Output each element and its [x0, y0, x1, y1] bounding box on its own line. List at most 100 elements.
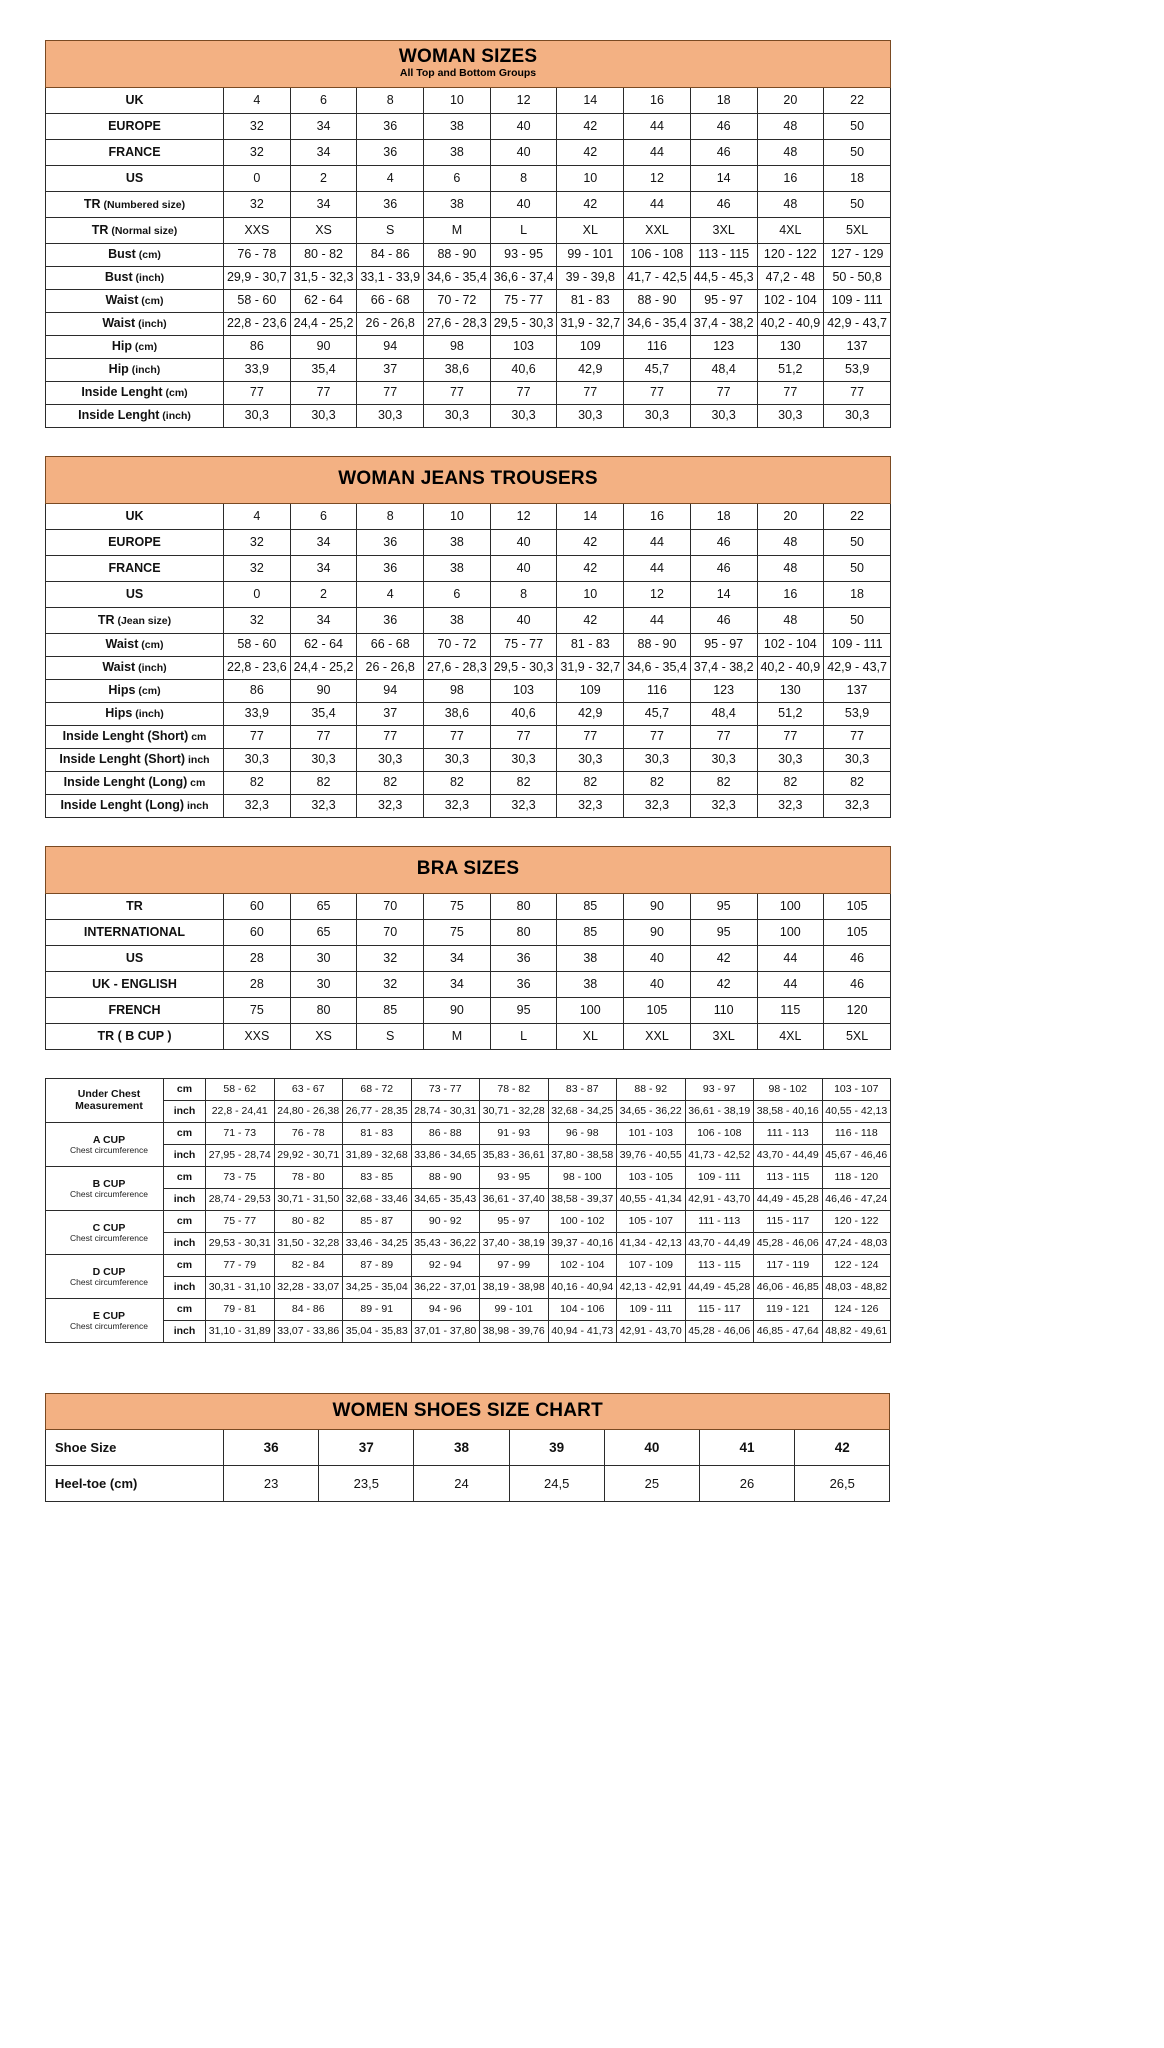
row-label-unit: (cm) [135, 249, 161, 262]
table-cell-value: 70 - 72 [423, 633, 491, 657]
row-label-unit: (inch) [135, 662, 167, 675]
table-cell-value: 32 [223, 113, 291, 140]
table-cell-value: 40 [489, 607, 558, 634]
table-row: C CUP Chest circumference cm 75 - 77 80 - 82… [45, 1210, 891, 1255]
table-cell-value: 89 - 91 [342, 1298, 412, 1321]
table-cell-value: 77 [756, 381, 825, 405]
row-label: Inside Lenght (cm) [45, 381, 224, 405]
table-cell-value: 93 - 97 [684, 1078, 754, 1101]
table-cell-value: 30,3 [489, 404, 558, 428]
table-cell-value: 90 [289, 679, 358, 703]
table-row: US 28 30 32 34 36 38 40 42 44 46 [45, 945, 892, 972]
table-cell-value: 8 [489, 165, 558, 192]
table-cell-value: 29,5 - 30,3 [489, 656, 558, 680]
table-cell-value: 77 [556, 381, 625, 405]
table-cell-value: 30,3 [356, 404, 425, 428]
table-cell-value: 30,3 [289, 748, 358, 772]
table-cell-value: 31,10 - 31,89 [205, 1320, 275, 1343]
table-cell-value: 102 - 104 [756, 289, 825, 313]
table-cell-value: 32,3 [823, 794, 891, 818]
table-cell-value: 38 [423, 191, 491, 218]
table-cell-value: 32 [356, 971, 425, 998]
table-cell-value: 103 - 107 [821, 1078, 891, 1101]
table-cell-value: 95 [689, 893, 758, 920]
table-cell-value: 34 [423, 945, 491, 972]
table-cell-value: 77 [423, 725, 491, 749]
table-cell-value: 33,86 - 34,65 [410, 1144, 480, 1167]
table-cell-value: 98 [423, 679, 491, 703]
table-cell-value: 42,9 - 43,7 [823, 312, 892, 336]
table-cell-value: 5XL [823, 1023, 892, 1050]
table-cell-value: 38 [556, 945, 625, 972]
woman-sizes-title-row: WOMAN SIZES All Top and Bottom Groups [44, 40, 892, 88]
table-cell-value: 105 - 107 [616, 1210, 686, 1233]
cup-row-label: E CUP Chest circumference [45, 1298, 164, 1343]
table-cell-value: 18 [823, 581, 891, 608]
table-cell-value: 116 [623, 679, 691, 703]
table-cell-value: 28 [223, 971, 291, 998]
table-cell-value: M [423, 1023, 491, 1050]
table-cell-value: 12 [489, 87, 558, 114]
table-cell-value: 48 [756, 607, 825, 634]
table-cell-value: 82 [823, 771, 891, 795]
table-row: Hips (cm) 86 90 94 98 103 109 116 123 130 137 [45, 679, 891, 703]
table-cell-value: 36,61 - 38,19 [684, 1100, 754, 1123]
table-cell-value: 117 - 119 [753, 1254, 823, 1277]
table-row: inch 31,10 - 31,89 33,07 - 33,86 35,04 - 35… [46, 1320, 891, 1343]
row-label: Heel-toe (cm) [45, 1465, 224, 1502]
table-cell-value: 73 - 75 [205, 1166, 275, 1189]
table-cell-value: 127 - 129 [823, 243, 892, 267]
table-cell-value: 105 [823, 893, 892, 920]
table-cell-value: 85 [356, 997, 425, 1024]
row-label-unit: (cm) [138, 639, 164, 652]
table-cell-value: 58 - 60 [223, 289, 291, 313]
row-label-unit: (Normal size) [108, 224, 178, 237]
table-cell-value: 8 [489, 581, 558, 608]
table-cell-value: 5XL [823, 217, 892, 244]
table-row: inch 22,8 - 24,41 24,80 - 26,38 26,77 - 28,… [46, 1100, 891, 1123]
table-cell-value: 16 [756, 165, 825, 192]
row-label: TR (Numbered size) [45, 191, 224, 218]
table-cell-value: 120 [823, 997, 892, 1024]
table-cell-value: 46 [689, 139, 758, 166]
bra-sizes-title-cell: BRA SIZES [44, 846, 892, 894]
table-cell-value: 33,9 [223, 358, 291, 382]
table-cell-value: 34,65 - 36,22 [616, 1100, 686, 1123]
table-cell-value: M [423, 217, 491, 244]
table-cell-value: 24,80 - 26,38 [273, 1100, 343, 1123]
table-cell-value: 33,46 - 34,25 [342, 1232, 412, 1255]
row-label: Waist (inch) [45, 312, 224, 336]
table-cell-value: 2 [289, 581, 358, 608]
cup-unit-cm: cm [163, 1254, 206, 1277]
table-cell-value: 42,91 - 43,70 [684, 1188, 754, 1211]
table-cell-value: 30,3 [756, 404, 825, 428]
row-label: Hip (cm) [45, 335, 224, 359]
table-cell-value: 70 - 72 [423, 289, 491, 313]
table-cell-value: 32,3 [756, 794, 825, 818]
table-cell-value: 50 [823, 139, 892, 166]
table-cell-value: 38 [423, 555, 491, 582]
table-cell-value: 36 [222, 1429, 320, 1466]
table-cell-value: 90 [289, 335, 358, 359]
table-row: UK 4 6 8 10 12 14 16 18 20 22 [45, 87, 892, 114]
table-cell-value: 105 [823, 919, 892, 946]
table-cell-value: 30,3 [356, 748, 425, 772]
table-cell-value: 48,4 [689, 702, 758, 726]
table-cell-value: 48 [756, 191, 825, 218]
table-cell-value: 88 - 90 [423, 243, 491, 267]
table-cell-value: 105 [623, 997, 691, 1024]
table-cell-value: 26 - 26,8 [356, 656, 425, 680]
cup-unit-inch: inch [163, 1188, 206, 1211]
table-cell-value: 75 - 77 [489, 633, 558, 657]
table-cell-value: 58 - 62 [205, 1078, 275, 1101]
table-cell-value: L [489, 1023, 558, 1050]
table-cell-value: 6 [423, 165, 491, 192]
table-row: Under Chest Measurement cm 58 - 62 63 - 67 68… [45, 1078, 891, 1123]
table-cell-value: 95 - 97 [689, 289, 758, 313]
table-cell-value: 109 - 111 [684, 1166, 754, 1189]
table-cell-value: 75 [223, 997, 291, 1024]
row-label: EUROPE [45, 529, 224, 556]
cup-unit-inch: inch [163, 1100, 206, 1123]
table-cell-value: 77 [289, 381, 358, 405]
table-cell-value: 18 [823, 165, 892, 192]
